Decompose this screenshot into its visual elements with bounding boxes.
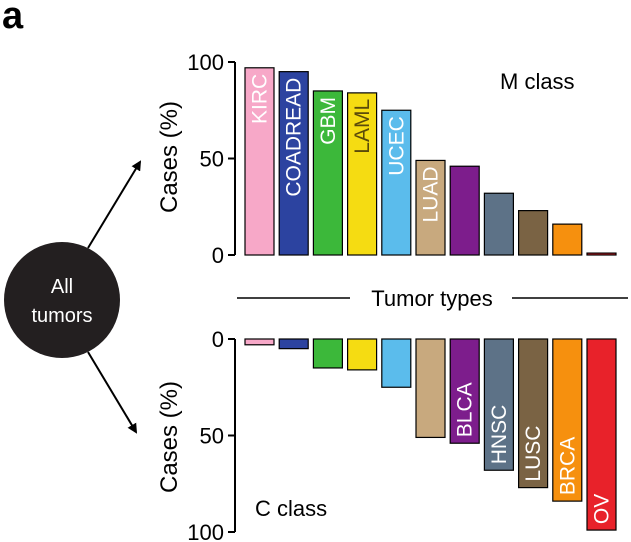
c-class-bar-label-blca: BLCA: [454, 382, 477, 437]
c-class-y-tick-label: 50: [200, 424, 224, 449]
c-class-y-axis: 0 50 100: [187, 327, 236, 542]
m-class-bar-label-gbm: GBM: [317, 97, 340, 145]
c-class-bar-ov: [586, 338, 617, 531]
c-class-bar-lusc: [517, 338, 549, 489]
divider-label: Tumor types: [371, 286, 492, 311]
m-class-bar-gbm: [312, 90, 343, 256]
m-class-y-tick-label: 50: [200, 147, 224, 172]
node-label-line-2: tumors: [31, 305, 92, 327]
m-class-y-axis: 0 50 100: [187, 50, 236, 268]
c-class-y-axis-label: Cases (%): [156, 381, 183, 493]
m-class-bar-laml: [347, 92, 378, 256]
m-class-bar-label-laml: LAML: [351, 99, 374, 154]
c-class-y-tick-label: 0: [212, 327, 224, 352]
c-class-bar-coadread: [278, 338, 309, 350]
node-label-line-1: All: [51, 276, 73, 298]
c-class-bar-blca: [449, 338, 480, 444]
m-class-bar-label-kirc: KIRC: [249, 74, 272, 124]
c-class-bar-luad: [415, 338, 446, 439]
c-class-bar-laml: [347, 338, 378, 371]
c-class-bar-label-hnsc: HNSC: [488, 405, 511, 465]
m-class-bar-luad: [415, 159, 446, 256]
c-class-bar-ucec: [381, 338, 412, 388]
arrow-to-c-class: [87, 351, 138, 434]
c-class-y-tick-label: 100: [187, 520, 224, 542]
c-class-chart: Cases (%) C class 0 50 100 BLCA HNSC LUSC BRC…: [156, 327, 617, 542]
m-class-y-axis-label: Cases (%): [156, 101, 183, 213]
m-class-bar-blca: [449, 165, 480, 256]
panel-label: a: [2, 0, 24, 37]
c-class-bar-hnsc: [483, 338, 514, 471]
m-class-bar-coadread: [278, 71, 309, 256]
c-class-bar-label-brca: BRCA: [556, 437, 579, 495]
m-class-bar-ucec: [381, 109, 412, 256]
m-class-bar-lusc: [517, 210, 549, 256]
m-class-bar-label-coadread: COADREAD: [283, 78, 306, 197]
m-class-bars: KIRC COADREAD GBM LAML UCEC LUAD: [244, 67, 617, 256]
all-tumors-node: [4, 242, 120, 358]
m-class-y-tick-label: 100: [187, 50, 224, 75]
c-class-bar-kirc: [244, 338, 275, 346]
m-class-bar-brca: [552, 223, 583, 256]
arrow-to-m-class: [87, 160, 142, 249]
m-class-bar-hnsc: [483, 192, 514, 256]
c-class-bar-label-lusc: LUSC: [522, 426, 545, 482]
m-class-bar-ov: [586, 252, 617, 256]
m-class-bar-kirc: [244, 67, 275, 256]
m-class-bar-label-luad: LUAD: [420, 166, 443, 222]
c-class-bars: BLCA HNSC LUSC BRCA OV: [244, 338, 617, 531]
m-class-y-tick-label: 0: [212, 243, 224, 268]
m-class-bar-label-ucec: UCEC: [385, 116, 408, 176]
c-class-bar-label-ov: OV: [591, 494, 614, 524]
m-class-chart: Cases (%) M class 0 50 100 KIRC COADREAD GBM…: [156, 50, 617, 268]
c-class-bar-gbm: [312, 338, 343, 369]
c-class-bar-brca: [552, 338, 583, 502]
m-class-title: M class: [500, 69, 575, 94]
c-class-title: C class: [255, 496, 327, 521]
